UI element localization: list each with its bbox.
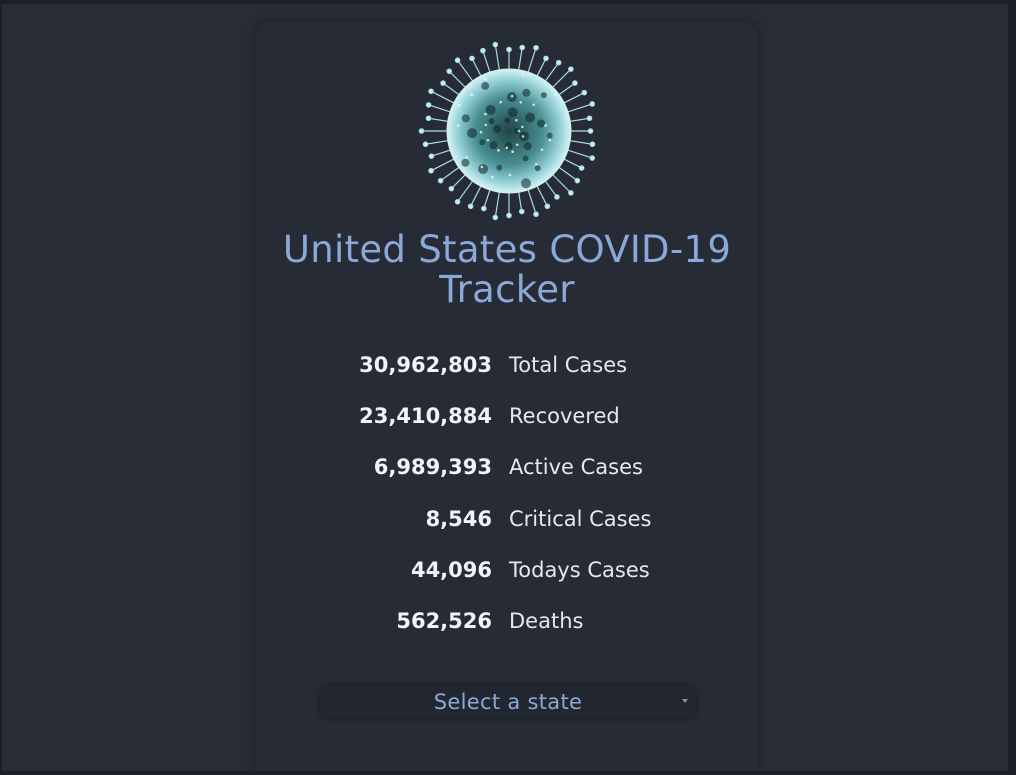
stat-value: 8,546 — [425, 506, 492, 531]
stats-list: 30,962,803 Total Cases 23,410,884 Recove… — [256, 352, 758, 659]
page-viewport: United States COVID-19 Tracker 30,962,80… — [2, 4, 1012, 771]
stat-label: Total Cases — [509, 353, 628, 377]
page-title: United States COVID-19 Tracker — [282, 228, 732, 311]
stat-label: Todays Cases — [509, 557, 650, 582]
stat-value: 30,962,803 — [359, 353, 492, 377]
stat-label: Active Cases — [509, 455, 643, 480]
tracker-card: United States COVID-19 Tracker 30,962,80… — [256, 22, 758, 771]
stat-deaths: 562,526 Deaths — [256, 608, 758, 659]
stat-critical-cases: 8,546 Critical Cases — [256, 506, 758, 557]
virus-icon — [418, 41, 596, 221]
stat-value: 44,096 — [410, 557, 492, 582]
stat-label: Critical Cases — [509, 506, 652, 531]
state-select[interactable]: Select a state — [320, 686, 696, 718]
stat-label: Deaths — [509, 608, 584, 633]
stat-active-cases: 6,989,393 Active Cases — [256, 454, 758, 505]
stat-recovered: 23,410,884 Recovered — [256, 403, 758, 454]
stat-label: Recovered — [509, 404, 620, 429]
window-edge — [1008, 4, 1012, 771]
stat-value: 562,526 — [396, 608, 492, 633]
stat-value: 6,989,393 — [373, 455, 492, 480]
chevron-down-icon[interactable] — [682, 699, 688, 703]
stat-todays-cases: 44,096 Todays Cases — [256, 557, 758, 608]
stat-total-cases: 30,962,803 Total Cases — [256, 352, 758, 403]
state-select-value: Select a state — [433, 690, 583, 714]
stat-value: 23,410,884 — [359, 404, 492, 429]
